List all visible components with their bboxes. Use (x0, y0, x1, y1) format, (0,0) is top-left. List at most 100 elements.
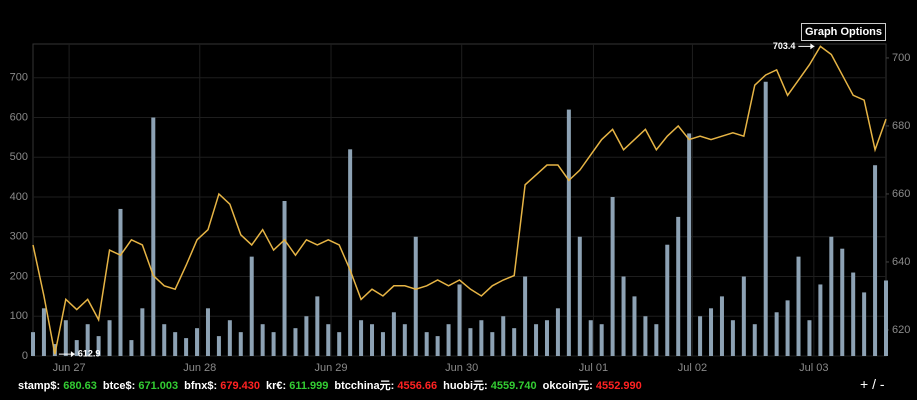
volume-bar (238, 332, 243, 356)
volume-bar (260, 324, 265, 356)
volume-bar (315, 296, 320, 356)
y-tick-label: 600 (10, 111, 28, 123)
volume-bar (807, 320, 812, 356)
volume-bar (435, 336, 440, 356)
x-tick-label: Jun 30 (445, 362, 478, 374)
ticker-price: 679.430 (220, 380, 260, 392)
volume-bar (468, 328, 473, 356)
y2-tick-label: 680 (892, 120, 910, 132)
options-button[interactable]: Graph Options (801, 23, 886, 41)
volume-bar (359, 320, 364, 356)
volume-bar (31, 332, 35, 356)
ticker-price: 4552.990 (595, 380, 642, 392)
volume-bar (730, 320, 735, 356)
volume-bar (774, 312, 779, 356)
volume-bar (479, 320, 484, 356)
volume-bar (380, 332, 385, 356)
annotation-arrowhead (70, 351, 75, 358)
y-tick-label: 400 (10, 191, 28, 203)
volume-bar (643, 316, 648, 356)
volume-bar (457, 284, 462, 356)
ticker-price: 671.003 (138, 380, 179, 392)
annotation-label: 612.9 (78, 349, 101, 359)
volume-bar (763, 81, 768, 356)
volume-bar (424, 332, 429, 356)
volume-bar (840, 248, 845, 356)
volume-bar (588, 320, 593, 356)
x-tick-label: Jun 28 (183, 362, 216, 374)
x-tick-label: Jul 01 (579, 362, 608, 374)
volume-bar (129, 340, 134, 356)
volume-bar (348, 149, 353, 356)
annotation-arrowhead (810, 43, 815, 50)
ticker-name: okcoin元: (542, 380, 593, 392)
volume-bar (534, 324, 539, 356)
volume-bar (719, 296, 724, 356)
y2-tick-label: 640 (892, 256, 910, 268)
volume-bar (249, 256, 254, 356)
y-tick-label: 300 (10, 231, 28, 243)
volume-bar (884, 280, 888, 356)
volume-bar (610, 197, 615, 356)
y-tick-label: 500 (10, 151, 28, 163)
volume-bar (523, 276, 528, 356)
volume-bar (205, 308, 210, 356)
ticker: stamp$: 680.63 btce$: 671.003 bfnx$: 679.4… (18, 377, 648, 393)
ticker-name: huobi元: (443, 380, 488, 392)
volume-bar (282, 200, 287, 356)
volume-bar (74, 340, 79, 356)
volume-bar (293, 328, 298, 356)
volume-bar (851, 272, 856, 356)
volume-bar (698, 316, 703, 356)
ticker-name: kr€: (265, 380, 287, 392)
volume-bar (402, 324, 407, 356)
volume-bar (621, 276, 626, 356)
volume-bar (271, 332, 276, 356)
zoom-controls[interactable]: + / - (860, 376, 885, 392)
volume-bar (41, 308, 46, 356)
volume-bar (184, 338, 189, 356)
volume-bar (118, 208, 123, 356)
volume-bar (501, 316, 506, 356)
volume-bar (687, 133, 692, 356)
volume-bar (337, 332, 342, 356)
x-tick-label: Jul 03 (799, 362, 828, 374)
y2-tick-label: 620 (892, 324, 910, 336)
volume-bar (304, 316, 309, 356)
x-tick-label: Jun 27 (53, 362, 86, 374)
x-tick-label: Jun 29 (314, 362, 347, 374)
volume-bar (52, 344, 57, 356)
volume-bar (555, 308, 560, 356)
ticker-name: bfnx$: (184, 380, 218, 392)
volume-bar (140, 308, 145, 356)
ticker-price: 611.999 (289, 380, 329, 392)
y2-tick-label: 700 (892, 52, 910, 64)
ticker-name: stamp$: (18, 380, 61, 392)
volume-bar (370, 324, 375, 356)
y-tick-label: 200 (10, 270, 28, 282)
volume-bar (665, 244, 670, 356)
volume-bar (512, 328, 517, 356)
volume-bar (785, 300, 790, 356)
volume-bar (752, 324, 757, 356)
volume-bar (566, 109, 571, 356)
volume-bar (413, 236, 418, 356)
volume-bar (544, 320, 549, 356)
volume-bar (862, 292, 867, 356)
y-tick-label: 0 (22, 350, 28, 362)
volume-bar (599, 324, 604, 356)
volume-bar (326, 324, 331, 356)
volume-bar (796, 256, 801, 356)
ticker-price: 4556.66 (397, 380, 438, 392)
volume-bar (829, 236, 834, 356)
volume-bar (446, 324, 451, 356)
volume-bar (195, 328, 200, 356)
x-tick-label: Jul 02 (678, 362, 707, 374)
volume-bar (577, 236, 582, 356)
volume-bar (709, 308, 714, 356)
volume-bar (741, 276, 746, 356)
volume-bar (391, 312, 396, 356)
y-tick-label: 700 (10, 72, 28, 84)
